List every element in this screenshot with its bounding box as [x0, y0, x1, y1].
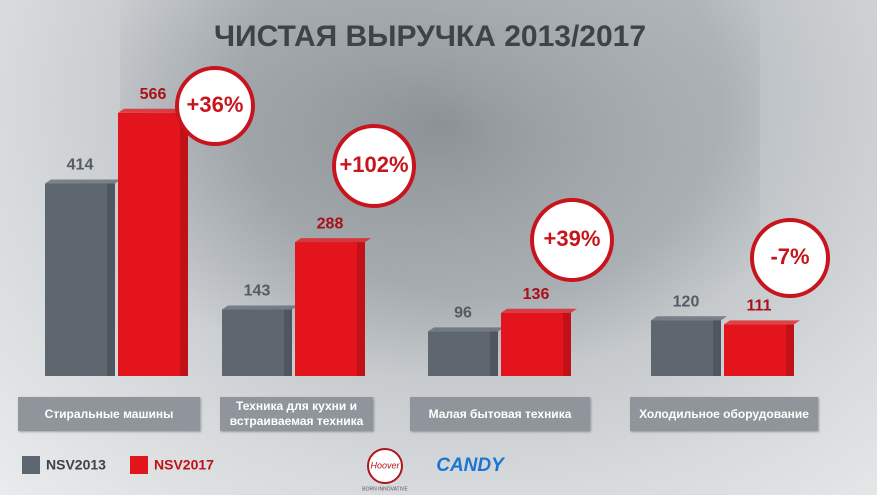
- value-label: 120: [673, 293, 700, 310]
- bar: [118, 112, 188, 376]
- legend-swatch: [130, 456, 148, 474]
- annotation-circle: [750, 218, 830, 298]
- value-label: 111: [747, 298, 772, 315]
- bar: [45, 183, 115, 376]
- hoover-tagline: BORN INNOVATIVE: [362, 486, 408, 492]
- legend-label: NSV2013: [46, 457, 106, 473]
- bar: [222, 309, 292, 376]
- legend-swatch: [22, 456, 40, 474]
- value-label: 136: [523, 286, 550, 303]
- bar-top: [428, 327, 504, 332]
- bar: [428, 331, 498, 376]
- annotation-circle: [332, 124, 416, 208]
- bar: [724, 324, 794, 376]
- annotation-circle: [175, 66, 255, 146]
- bar-side: [563, 312, 571, 376]
- annotation: +36%: [187, 92, 244, 117]
- bar-side: [180, 112, 188, 376]
- value-label: 143: [244, 283, 271, 300]
- value-label: 566: [140, 86, 167, 103]
- bar-side: [786, 324, 794, 376]
- bar-top: [222, 305, 298, 310]
- bar: [295, 242, 365, 376]
- bar-side: [357, 242, 365, 376]
- value-label: 414: [67, 157, 94, 174]
- bar-top: [501, 308, 577, 313]
- chart-title: ЧИСТАЯ ВЫРУЧКА 2013/2017: [214, 20, 646, 53]
- bar-top: [118, 108, 194, 113]
- bar-side: [490, 331, 498, 376]
- category-label: Стиральные машины: [18, 397, 200, 431]
- bar-top: [724, 320, 800, 325]
- bar: [651, 320, 721, 376]
- bar-side: [107, 183, 115, 376]
- annotation-circle: [530, 198, 614, 282]
- category-label: Малая бытовая техника: [410, 397, 590, 431]
- legend-label: NSV2017: [154, 457, 214, 473]
- annotation: -7%: [770, 244, 809, 269]
- hoover-logo: [367, 448, 403, 484]
- value-label: 96: [454, 305, 472, 322]
- hoover-text: Hoover: [370, 460, 400, 470]
- bar-top: [45, 179, 121, 184]
- bar: [501, 312, 571, 376]
- bar-side: [284, 309, 292, 376]
- annotation: +39%: [544, 226, 601, 251]
- value-label: 288: [317, 215, 344, 232]
- annotation: +102%: [339, 152, 408, 177]
- category-label: Холодильное оборудование: [630, 397, 818, 431]
- bar-top: [651, 316, 727, 321]
- bar-side: [713, 320, 721, 376]
- category-label: Техника для кухни и встраиваемая техника: [220, 397, 373, 431]
- bar-top: [295, 238, 371, 243]
- candy-logo: CANDY: [436, 455, 506, 476]
